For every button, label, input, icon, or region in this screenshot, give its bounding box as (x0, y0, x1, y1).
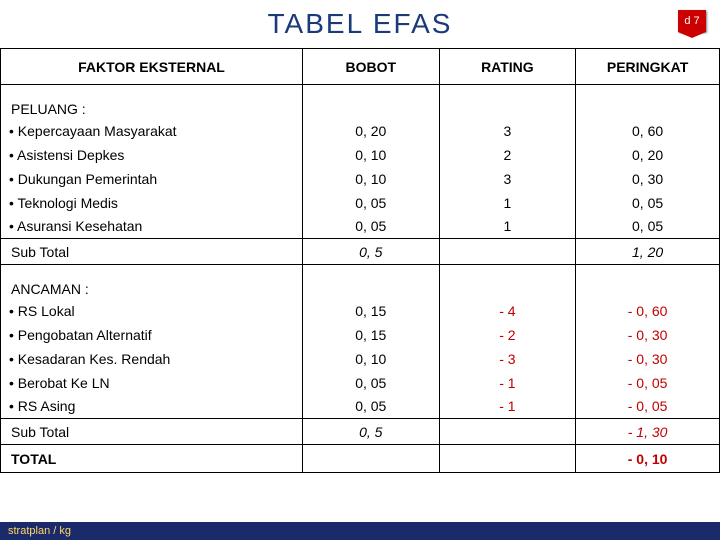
peringkat-value: - 0, 30 (576, 323, 720, 347)
peringkat-value: 0, 30 (576, 167, 720, 191)
bobot-value: 0, 05 (302, 371, 439, 395)
peluang-header: PELUANG : (1, 95, 303, 119)
bobot-value: 0, 05 (302, 395, 439, 419)
subtotal-peringkat: 1, 20 (576, 239, 720, 265)
peringkat-value: 0, 05 (576, 191, 720, 215)
slide-title: TABEL EFAS (268, 8, 453, 40)
factor-label: • Asuransi Kesehatan (1, 215, 303, 239)
table-row: • Dukungan Pemerintah0, 1030, 30 (1, 167, 720, 191)
ancaman-header-row: ANCAMAN : (1, 275, 720, 299)
bobot-value: 0, 10 (302, 143, 439, 167)
total-row: TOTAL - 0, 10 (1, 445, 720, 473)
table-row: • Asistensi Depkes0, 1020, 20 (1, 143, 720, 167)
table-row: • Berobat Ke LN0, 05- 1- 0, 05 (1, 371, 720, 395)
table-row: • Pengobatan Alternatif0, 15- 2- 0, 30 (1, 323, 720, 347)
rating-value: 3 (439, 167, 576, 191)
bobot-value: 0, 20 (302, 119, 439, 143)
rating-value: 1 (439, 215, 576, 239)
header-row: FAKTOR EKSTERNAL BOBOT RATING PERINGKAT (1, 49, 720, 85)
rating-value: - 1 (439, 371, 576, 395)
peringkat-value: - 0, 30 (576, 347, 720, 371)
table-row: • Teknologi Medis0, 0510, 05 (1, 191, 720, 215)
bobot-value: 0, 05 (302, 215, 439, 239)
col-factor: FAKTOR EKSTERNAL (1, 49, 303, 85)
factor-label: • Berobat Ke LN (1, 371, 303, 395)
table-row: • RS Asing0, 05- 1- 0, 05 (1, 395, 720, 419)
peringkat-value: 0, 05 (576, 215, 720, 239)
factor-label: • RS Lokal (1, 299, 303, 323)
factor-label: • Dukungan Pemerintah (1, 167, 303, 191)
rating-value: 2 (439, 143, 576, 167)
title-bar: TABEL EFAS d 7 (0, 0, 720, 48)
col-rating: RATING (439, 49, 576, 85)
rating-value: - 3 (439, 347, 576, 371)
table-row: • Kepercayaan Masyarakat0, 2030, 60 (1, 119, 720, 143)
rating-value: - 2 (439, 323, 576, 347)
peringkat-value: 0, 60 (576, 119, 720, 143)
factor-label: • Kesadaran Kes. Rendah (1, 347, 303, 371)
bobot-value: 0, 10 (302, 347, 439, 371)
rating-value: - 1 (439, 395, 576, 419)
peluang-subtotal: Sub Total 0, 5 1, 20 (1, 239, 720, 265)
bobot-value: 0, 10 (302, 167, 439, 191)
subtotal-label: Sub Total (1, 419, 303, 445)
footer: stratplan / kg (0, 522, 720, 540)
bobot-value: 0, 05 (302, 191, 439, 215)
rating-value: 1 (439, 191, 576, 215)
factor-label: • Kepercayaan Masyarakat (1, 119, 303, 143)
bobot-value: 0, 15 (302, 299, 439, 323)
subtotal-peringkat: - 1, 30 (576, 419, 720, 445)
rating-value: 3 (439, 119, 576, 143)
col-bobot: BOBOT (302, 49, 439, 85)
peringkat-value: - 0, 05 (576, 395, 720, 419)
peringkat-value: 0, 20 (576, 143, 720, 167)
table-row: • Kesadaran Kes. Rendah0, 10- 3- 0, 30 (1, 347, 720, 371)
peluang-header-row: PELUANG : (1, 95, 720, 119)
peringkat-value: - 0, 60 (576, 299, 720, 323)
ancaman-header: ANCAMAN : (1, 275, 303, 299)
slide-badge: d 7 (678, 10, 706, 32)
bobot-value: 0, 15 (302, 323, 439, 347)
rating-value: - 4 (439, 299, 576, 323)
subtotal-bobot: 0, 5 (302, 419, 439, 445)
factor-label: • Teknologi Medis (1, 191, 303, 215)
total-label: TOTAL (1, 445, 303, 473)
factor-label: • Pengobatan Alternatif (1, 323, 303, 347)
subtotal-label: Sub Total (1, 239, 303, 265)
efas-table: FAKTOR EKSTERNAL BOBOT RATING PERINGKAT … (0, 48, 720, 473)
peringkat-value: - 0, 05 (576, 371, 720, 395)
table-row: • RS Lokal0, 15- 4- 0, 60 (1, 299, 720, 323)
total-peringkat: - 0, 10 (576, 445, 720, 473)
factor-label: • Asistensi Depkes (1, 143, 303, 167)
factor-label: • RS Asing (1, 395, 303, 419)
col-peringkat: PERINGKAT (576, 49, 720, 85)
ancaman-subtotal: Sub Total 0, 5 - 1, 30 (1, 419, 720, 445)
table-row: • Asuransi Kesehatan0, 0510, 05 (1, 215, 720, 239)
subtotal-bobot: 0, 5 (302, 239, 439, 265)
